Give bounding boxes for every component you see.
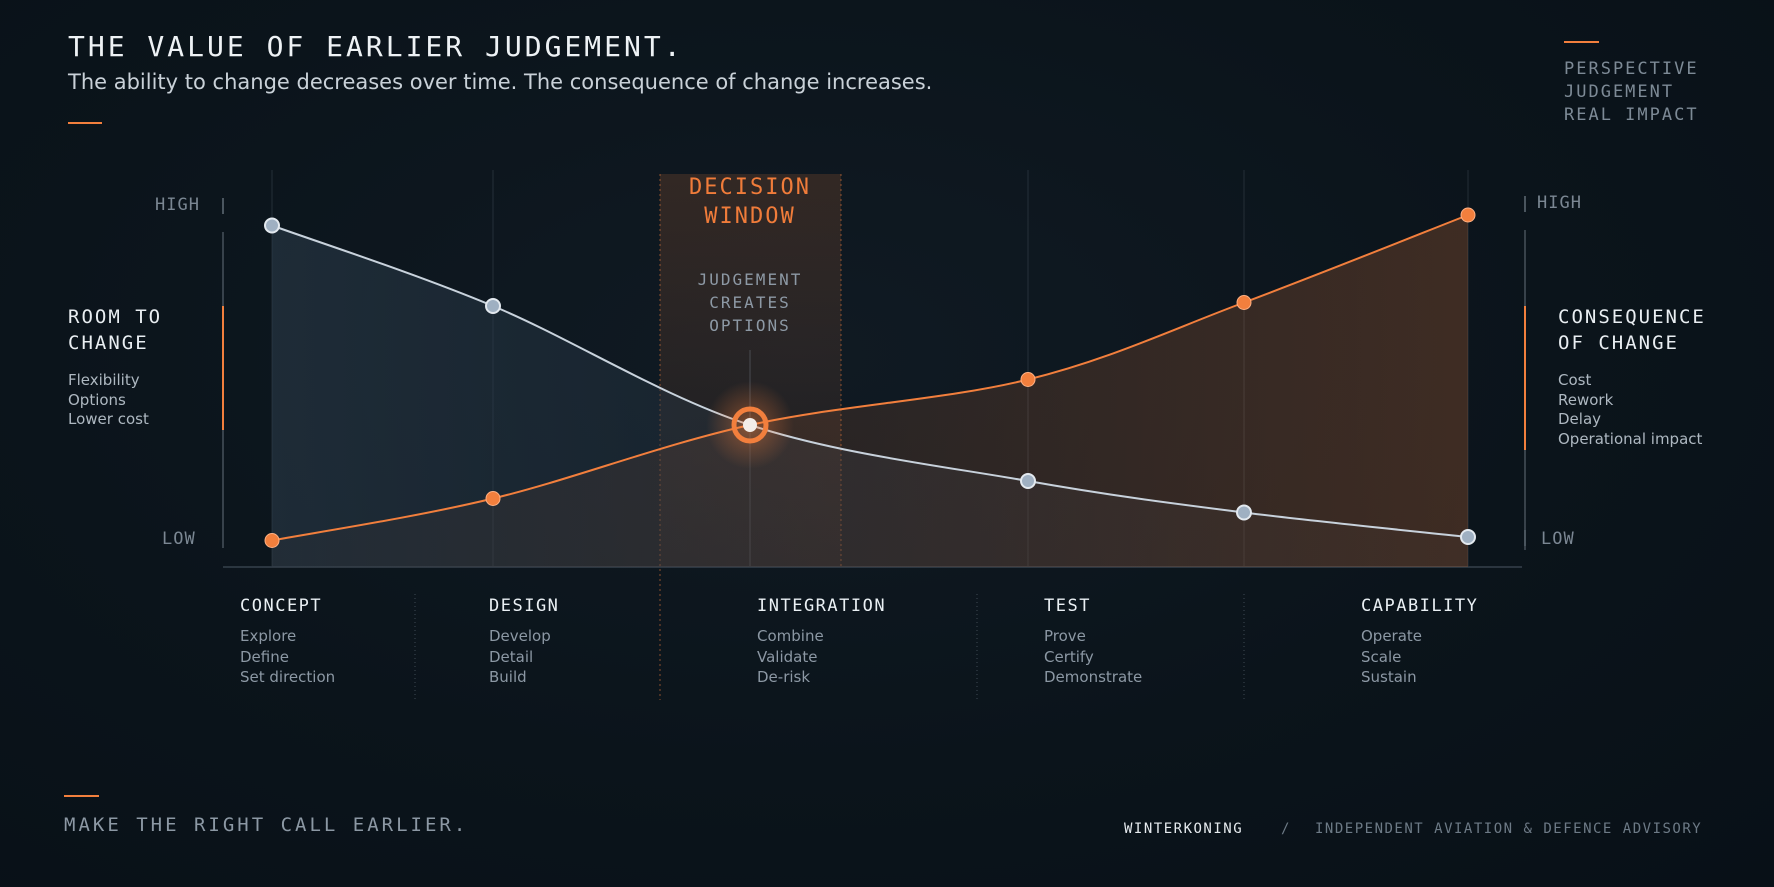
footer-accent-line — [64, 795, 99, 797]
decision-window-sub-line: OPTIONS — [709, 316, 791, 335]
right-axis-high-label: HIGH — [1537, 193, 1582, 213]
footer-advisory: INDEPENDENT AVIATION & DEFENCE ADVISORY — [1315, 821, 1703, 837]
phase-concept: CONCEPT Explore Define Set direction — [240, 596, 335, 688]
right-panel-title-line: CONSEQUENCE — [1558, 306, 1706, 328]
phase-item: Prove — [1044, 627, 1086, 645]
phase-design: DESIGN Develop Detail Build — [489, 596, 559, 688]
top-right-item: JUDGEMENT — [1564, 82, 1675, 102]
left-panel-item: Lower cost — [68, 410, 149, 428]
phase-item: Define — [240, 647, 289, 666]
decision-window-title-line: WINDOW — [704, 204, 796, 229]
phase-title: CAPABILITY — [1361, 596, 1479, 616]
phase-title: INTEGRATION — [757, 596, 887, 616]
right-panel-title: CONSEQUENCE OF CHANGE — [1558, 304, 1706, 356]
phase-test: TEST Prove Certify Demonstrate — [1044, 596, 1142, 688]
phase-item: Develop — [489, 627, 551, 645]
footer-brand: WINTERKONING — [1124, 821, 1244, 837]
phase-item: Scale — [1361, 647, 1402, 666]
room-to-change-point — [264, 217, 280, 234]
top-right-item: REAL IMPACT — [1564, 105, 1699, 125]
consequence-of-change-point — [1020, 372, 1036, 387]
top-right-accent-line — [1564, 41, 1599, 43]
phase-item: De-risk — [757, 668, 811, 686]
phase-item: Sustain — [1361, 668, 1417, 686]
right-panel-item: Operational impact — [1558, 429, 1703, 448]
decision-window-subtitle: JUDGEMENT CREATES OPTIONS — [659, 268, 841, 337]
title-accent-line — [68, 122, 102, 124]
left-axis-low-label: LOW — [162, 529, 196, 549]
phase-item: Detail — [489, 647, 534, 666]
phase-item: Build — [489, 668, 527, 686]
left-panel-title-line: CHANGE — [68, 332, 149, 354]
phase-item: Combine — [757, 627, 824, 645]
page-title: THE VALUE OF EARLIER JUDGEMENT. — [68, 30, 684, 63]
footer-tagline: MAKE THE RIGHT CALL EARLIER. — [64, 814, 469, 836]
footer-separator: / — [1281, 821, 1290, 837]
decision-window-sub-line: JUDGEMENT — [697, 270, 803, 289]
phase-title: TEST — [1044, 596, 1091, 616]
decision-window-title: DECISION WINDOW — [659, 173, 841, 231]
intersection-point — [743, 418, 757, 432]
right-panel-list: Cost Rework Delay Operational impact — [1558, 371, 1702, 449]
consequence-of-change-point — [264, 533, 280, 548]
room-to-change-point — [1236, 504, 1252, 521]
left-panel-title-line: ROOM TO — [68, 306, 163, 328]
phase-title: DESIGN — [489, 596, 560, 616]
phase-integration: INTEGRATION Combine Validate De-risk — [757, 596, 886, 688]
phase-item: Set direction — [240, 668, 336, 686]
left-panel-list: Flexibility Options Lower cost — [68, 371, 149, 430]
chart-markers — [264, 207, 1476, 548]
consequence-of-change-line — [271, 214, 1469, 542]
phase-items: Operate Scale Sustain — [1361, 626, 1478, 688]
phase-item: Demonstrate — [1044, 668, 1143, 686]
phase-capability: CAPABILITY Operate Scale Sustain — [1361, 596, 1478, 688]
right-panel-item: Delay — [1558, 410, 1602, 428]
phase-items: Develop Detail Build — [489, 626, 559, 688]
phase-item: Explore — [240, 627, 297, 645]
phase-items: Combine Validate De-risk — [757, 626, 886, 688]
top-right-list: PERSPECTIVE JUDGEMENT REAL IMPACT — [1564, 58, 1699, 127]
right-panel-item: Rework — [1558, 390, 1614, 409]
consequence-of-change-area — [272, 215, 1468, 567]
phase-items: Prove Certify Demonstrate — [1044, 626, 1142, 688]
top-right-item: PERSPECTIVE — [1564, 59, 1699, 79]
room-to-change-point — [1020, 473, 1036, 489]
consequence-of-change-point — [1460, 207, 1476, 223]
room-to-change-point — [1460, 529, 1476, 545]
consequence-of-change-point — [1236, 295, 1252, 310]
right-panel-title-line: OF CHANGE — [1558, 332, 1679, 354]
decision-window-title-line: DECISION — [689, 175, 811, 200]
left-axis-high-label: HIGH — [155, 195, 200, 215]
phase-item: Operate — [1361, 627, 1423, 645]
left-panel-title: ROOM TO CHANGE — [68, 304, 162, 356]
phase-item: Certify — [1044, 647, 1094, 666]
left-panel-item: Flexibility — [68, 371, 140, 389]
page-subtitle: The ability to change decreases over tim… — [68, 70, 933, 94]
decision-window-sub-line: CREATES — [709, 293, 791, 312]
intersection-ring — [731, 406, 769, 444]
right-panel-item: Cost — [1558, 371, 1592, 389]
room-to-change-line — [271, 224, 1469, 538]
room-to-change-point — [485, 298, 501, 314]
left-panel-item: Options — [68, 390, 126, 409]
right-axis-low-label: LOW — [1541, 529, 1575, 549]
phase-items: Explore Define Set direction — [240, 626, 335, 688]
phase-item: Validate — [757, 647, 818, 666]
phase-title: CONCEPT — [240, 596, 323, 616]
consequence-of-change-point — [485, 491, 501, 506]
